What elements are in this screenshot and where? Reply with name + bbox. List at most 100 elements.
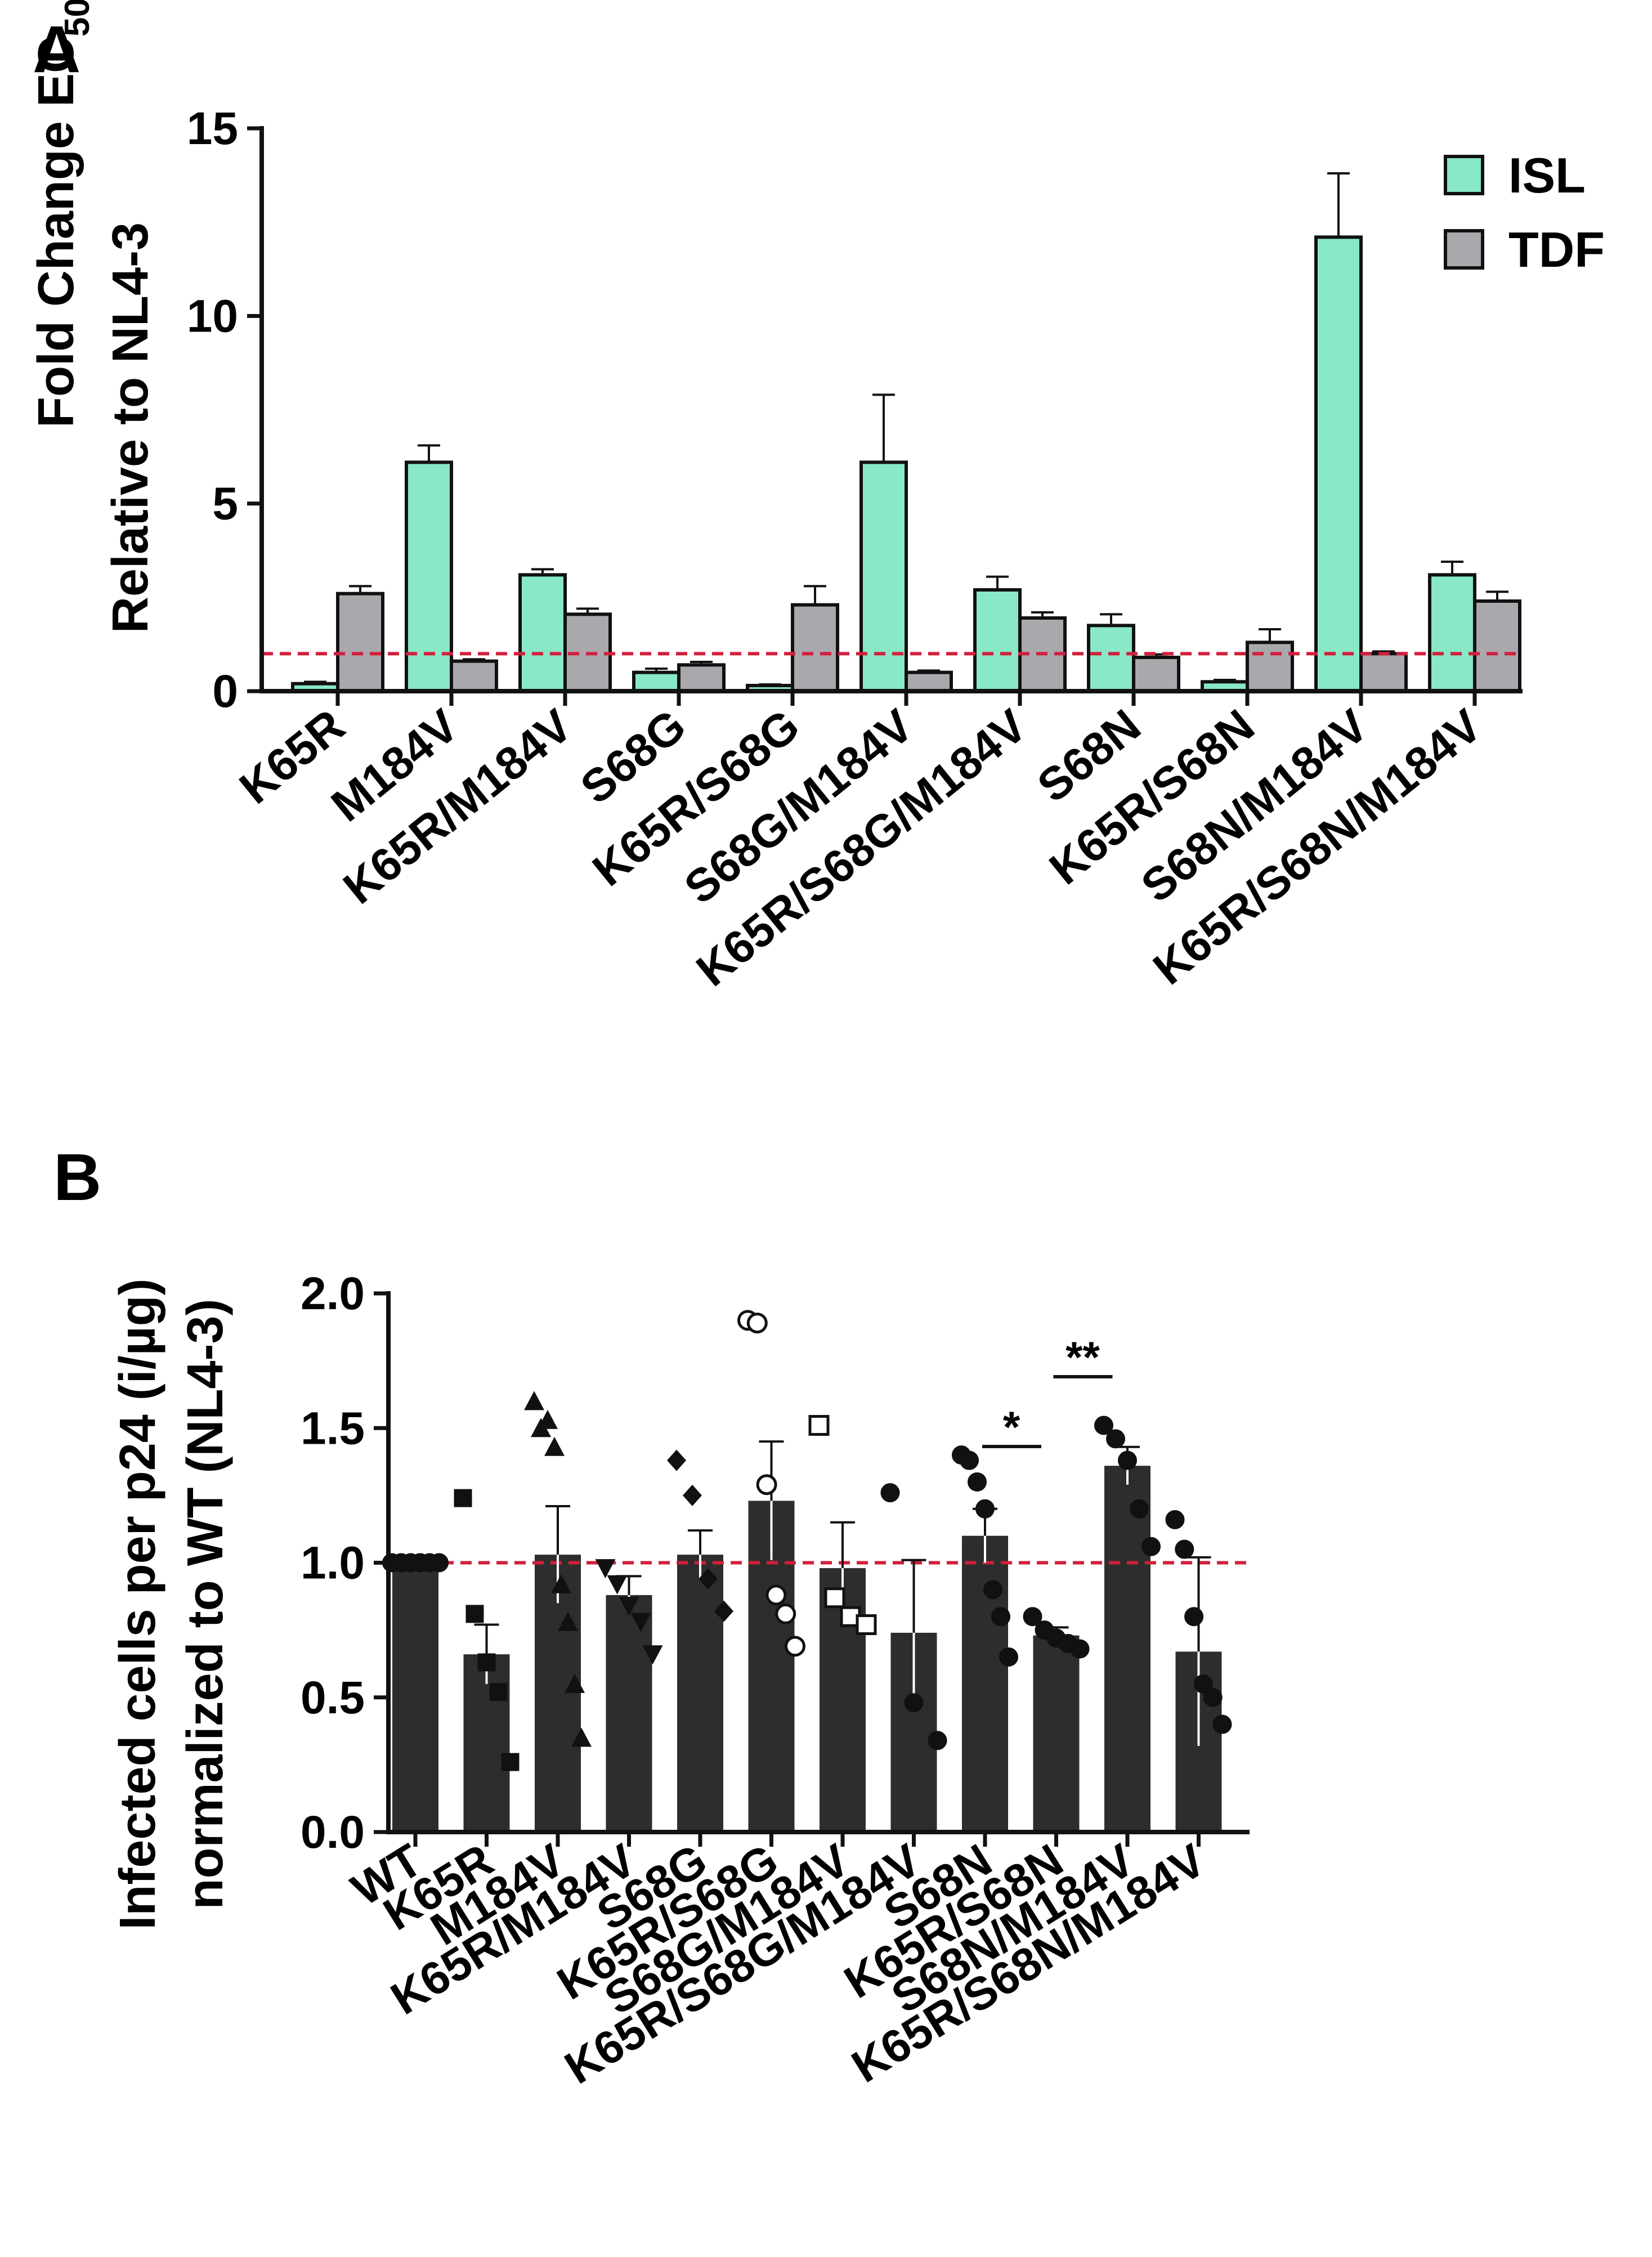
panel-b-point-k65r-s68g-2 [746,1313,768,1334]
panel-a-bar-tdf-s68n-m184v [1359,652,1408,693]
legend-tdf-label: TDF [1508,222,1605,277]
panel-b-ytick-label-1-0: 1.0 [301,1538,365,1589]
panel-b-point-m184v-6 [558,1611,578,1631]
panel-b-point-k65r-s68g-3 [756,1474,777,1495]
panel-b-bar-s68g [677,1555,723,1832]
panel-b-category-labels: WTK65RM184VK65R/M184VS68GK65R/S68GS68G/M… [343,1832,1214,2094]
panel-b-y-title-line2: normalized to WT (NL4-3) [177,1299,234,1910]
panel-b-point-s68g-4 [714,1600,733,1622]
panel-b-point-k65r-m184v-1 [595,1559,616,1579]
panel-b-point-k65r-m184v-3 [619,1597,639,1616]
panel-b-ytick-label-0-0: 0.0 [301,1807,365,1858]
panel-b-point-k65r-s68n-m184v-1 [1165,1510,1185,1529]
panel-b-point-k65r-s68n-1 [1023,1607,1042,1627]
panel-a-bar-isl-k65r-m184v [518,573,567,693]
panel-b-point-s68g-m184v-1 [808,1414,830,1436]
legend-isl-swatch [1444,155,1484,195]
panel-b-point-k65r-1 [454,1489,472,1507]
panel-b-significance-label-2: ** [1065,1332,1100,1382]
panel-b-bar-wt [392,1562,438,1832]
panel-b-point-k65r-s68g-6 [785,1636,805,1657]
panel-b-point-s68n-m184v-3 [1118,1450,1137,1470]
panel-b-point-s68g-1 [667,1449,686,1471]
panel-a-y-ticks: 0 5 10 15 [187,103,262,717]
panel-b-point-k65r-s68n-m184v-6 [1212,1714,1232,1734]
panel-a-ytick-label-0: 0 [212,666,238,717]
panel-a-bar-tdf-m184v [450,659,498,693]
panel-b-point-k65r-s68g-m184v-3 [928,1731,947,1750]
panel-a-bar-tdf-k65r [336,592,384,693]
panel-a-bar-isl-s68g [632,670,681,693]
panel-a-bar-tdf-k65r-s68n-m184v [1473,599,1521,693]
panel-b-point-k65r-5 [501,1753,520,1771]
panel-b-point-m184v-4 [544,1436,565,1456]
panel-b-point-s68n-m184v-4 [1130,1499,1149,1519]
panel-b-bars [392,1466,1222,1832]
panel-b-point-k65r-3 [477,1653,496,1672]
panel-b-point-s68g-3 [699,1568,718,1590]
panel-b-point-k65r-m184v-2 [607,1575,628,1595]
panel-a-bar-isl-k65r-s68n-m184v [1428,573,1476,693]
panel-b-point-s68g-m184v-2 [824,1587,845,1609]
panel-b-point-m184v-7 [565,1673,585,1693]
panel-a-y-title-line1: Fold Change EC50s [28,0,97,428]
panel-b-point-s68n-4 [975,1499,995,1519]
panel-b-ytick-label-2-0: 2.0 [301,1268,365,1319]
panel-b-point-s68g-m184v-4 [856,1614,877,1636]
panel-a-bar-isl-k65r-s68g-m184v [973,588,1022,693]
panel-b-point-k65r-s68g-5 [775,1603,796,1624]
panel-a-bar-tdf-s68g-m184v [905,670,953,693]
panel-b-data-points [382,1310,1232,1771]
panel-b-point-k65r-m184v-5 [642,1645,663,1665]
panel-b-point-s68n-6 [991,1607,1010,1627]
panel-b-y-axis-title: Infected cells per p24 (i/µg) normalized… [110,1278,234,1929]
panel-b-point-m184v-5 [551,1574,571,1593]
panel-b-bar-k65r-m184v [606,1595,652,1832]
panel-b-point-s68n-m184v-1 [1094,1416,1113,1435]
panel-b-point-k65r-s68g-m184v-1 [880,1483,900,1503]
panel-b-point-s68n-m184v-2 [1106,1429,1125,1449]
panel-b-point-m184v-3 [538,1409,558,1429]
panel-a-bar-tdf-k65r-s68g [791,603,839,693]
panel-a-y-title-subscript: 50 [58,0,97,37]
panel-b-point-s68n-7 [999,1647,1018,1667]
panel-a-bar-tdf-k65r-s68n [1246,641,1294,693]
panel-a-ytick-label-15: 15 [187,103,238,154]
legend-tdf-swatch [1444,229,1484,270]
panel-b-label: B [53,1140,101,1215]
panel-b-y-ticks: 0.0 0.5 1.0 1.5 2.0 [301,1268,388,1858]
panel-b-point-s68g-2 [683,1484,702,1506]
panel-b-point-s68n-2 [960,1450,979,1470]
panel-b-point-k65r-s68g-4 [765,1584,787,1606]
panel-b-point-m184v-1 [524,1391,544,1410]
panel-b-point-s68n-5 [983,1580,1002,1600]
panel-a-bar-tdf-s68g [677,663,726,693]
panel-b-point-k65r-2 [465,1605,484,1623]
panel-a-y-title-main: Fold Change EC [28,37,84,428]
panel-a-y-axis-title: Fold Change EC50s Relative to NL4-3 [28,0,159,633]
panel-b-bar-s68n [962,1535,1008,1832]
panel-a-label: A [33,12,80,87]
panel-b-point-k65r-s68n-m184v-2 [1175,1539,1194,1559]
panel-a-bars [291,172,1521,693]
panel-b-point-k65r-s68n-m184v-5 [1203,1687,1223,1707]
panel-a: A Fold Change EC50s Relative to NL4-3 0 5… [28,0,1605,996]
panel-b-point-s68n-3 [968,1472,987,1492]
panel-b-bar-k65r-s68n [1033,1635,1080,1832]
panel-a-bar-tdf-s68n [1132,656,1180,693]
panel-a-legend: ISL TDF [1444,147,1605,277]
panel-b-point-k65r-s68n-m184v-3 [1184,1607,1204,1627]
panel-b-point-k65r-m184v-4 [630,1613,651,1632]
panel-b-point-k65r-s68g-m184v-2 [904,1693,924,1713]
legend-isl-label: ISL [1508,147,1586,203]
panel-a-bar-isl-s68n-m184v [1314,235,1363,693]
panel-b-point-k65r-s68n-5 [1070,1639,1090,1659]
panel-b-point-k65r-s68n-m184v-4 [1193,1674,1213,1694]
panel-a-bar-isl-m184v [405,460,453,693]
panel-a-bar-isl-s68n [1087,624,1135,693]
panel-a-category-labels: K65RM184VK65R/M184VS68GK65R/S68GS68G/M18… [230,691,1492,996]
panel-b: B Infected cells per p24 (i/µg) normaliz… [53,1140,1250,2094]
panel-a-ytick-label-10: 10 [187,290,238,342]
panel-a-axes [259,126,1523,693]
